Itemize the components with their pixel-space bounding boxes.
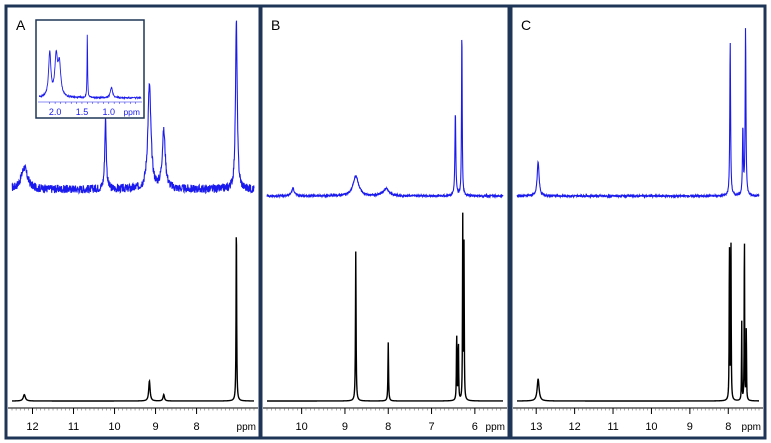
x-tick-label: 9: [342, 421, 348, 433]
spectrum-reference-a: [11, 237, 254, 402]
x-tick-label: 10: [645, 421, 657, 433]
spectrum-reference-b: [267, 212, 503, 402]
x-tick-label: 9: [152, 421, 158, 433]
x-tick-label: 7: [428, 421, 434, 433]
spectrum-measured-c: [516, 28, 760, 200]
x-unit-label: ppm: [237, 422, 256, 433]
x-tick-label: 12: [26, 421, 38, 433]
x-tick-label: 10: [296, 421, 308, 433]
inset-spectrum-measured: [38, 34, 142, 101]
panel-frame-b: [259, 4, 511, 440]
x-tick-label: 8: [385, 421, 391, 433]
x-tick-label: 12: [568, 421, 580, 433]
x-tick-label: 11: [607, 421, 618, 433]
spectrum-measured-a: [11, 20, 255, 195]
x-tick-label: 8: [194, 421, 200, 433]
panel-frame-c: [509, 4, 767, 440]
x-tick-label: 13: [530, 421, 542, 433]
panel-label-b: B: [271, 17, 280, 33]
inset-x-tick-label: 2.0: [49, 107, 62, 117]
inset-x-unit-label: ppm: [123, 107, 140, 117]
spectrum-measured-b: [266, 39, 504, 199]
panel-label-a: A: [16, 17, 26, 33]
x-tick-label: 9: [687, 421, 693, 433]
spectrum-reference-c: [517, 242, 760, 402]
x-tick-label: 10: [108, 421, 120, 433]
inset-frame: [35, 19, 145, 119]
x-tick-label: 11: [68, 421, 79, 433]
inset-x-tick-label: 1.0: [103, 107, 116, 117]
x-unit-label: ppm: [486, 422, 505, 433]
panel-label-c: C: [521, 17, 531, 33]
inset-x-tick-label: 1.5: [76, 107, 89, 117]
x-tick-label: 8: [725, 421, 731, 433]
x-unit-label: ppm: [742, 422, 761, 433]
x-tick-label: 6: [472, 421, 478, 433]
